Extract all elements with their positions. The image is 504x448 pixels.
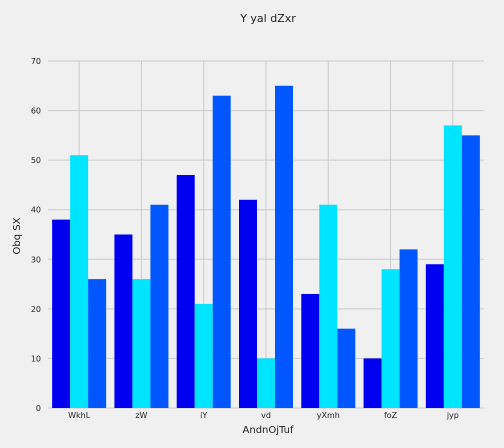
bars: [52, 85, 480, 409]
bar-WkhL-series-1: [52, 219, 71, 408]
bar-foZ-series-1: [363, 358, 382, 408]
x-tick-label: WkhL: [68, 411, 91, 420]
x-axis-label: AndnOjTuf: [243, 425, 294, 436]
x-tick-label: foZ: [384, 411, 398, 420]
x-tick-label: iY: [200, 411, 207, 420]
bar-foZ-series-3: [399, 249, 418, 408]
x-tick-label: jyp: [446, 411, 459, 420]
bar-WkhL-series-2: [70, 155, 89, 408]
chart-title: Y yal dZxr: [239, 12, 296, 25]
bar-yXmh-series-2: [319, 204, 338, 408]
y-axis-ticks: 0 10 20 30 40 50 60 70: [31, 57, 41, 413]
bar-zW-series-2: [132, 279, 151, 408]
bar-zW-series-1: [114, 234, 133, 408]
bar-yXmh-series-1: [301, 293, 320, 408]
bar-jyp-series-1: [425, 264, 444, 408]
bar-vd-series-2: [257, 358, 275, 408]
y-tick-label: 10: [31, 354, 41, 363]
bar-iY-series-3: [212, 95, 231, 408]
y-tick-label: 60: [31, 107, 41, 116]
bar-jyp-series-3: [461, 135, 480, 408]
grid-lines: [48, 60, 484, 409]
y-tick-label: 40: [31, 206, 41, 215]
y-tick-label: 0: [36, 404, 41, 413]
bar-jyp-series-2: [443, 125, 462, 408]
x-tick-label: zW: [135, 411, 147, 420]
x-axis-ticks: WkhL zW iY vd yXmh foZ jyp: [68, 411, 459, 420]
bar-zW-series-3: [150, 204, 169, 408]
y-tick-label: 20: [31, 305, 41, 314]
bar-vd-series-3: [275, 85, 293, 409]
x-tick-label: vd: [261, 411, 271, 420]
bar-WkhL-series-3: [88, 279, 107, 408]
bar-iY-series-1: [176, 175, 195, 408]
y-tick-label: 30: [31, 255, 41, 264]
x-tick-label: yXmh: [317, 411, 340, 420]
bar-yXmh-series-3: [337, 328, 356, 408]
bar-foZ-series-2: [381, 269, 400, 408]
y-tick-label: 70: [31, 57, 41, 66]
bar-iY-series-2: [194, 303, 213, 408]
y-axis-label: Obq SX: [12, 217, 23, 254]
bar-vd-series-1: [239, 199, 257, 408]
y-tick-label: 50: [31, 156, 41, 165]
